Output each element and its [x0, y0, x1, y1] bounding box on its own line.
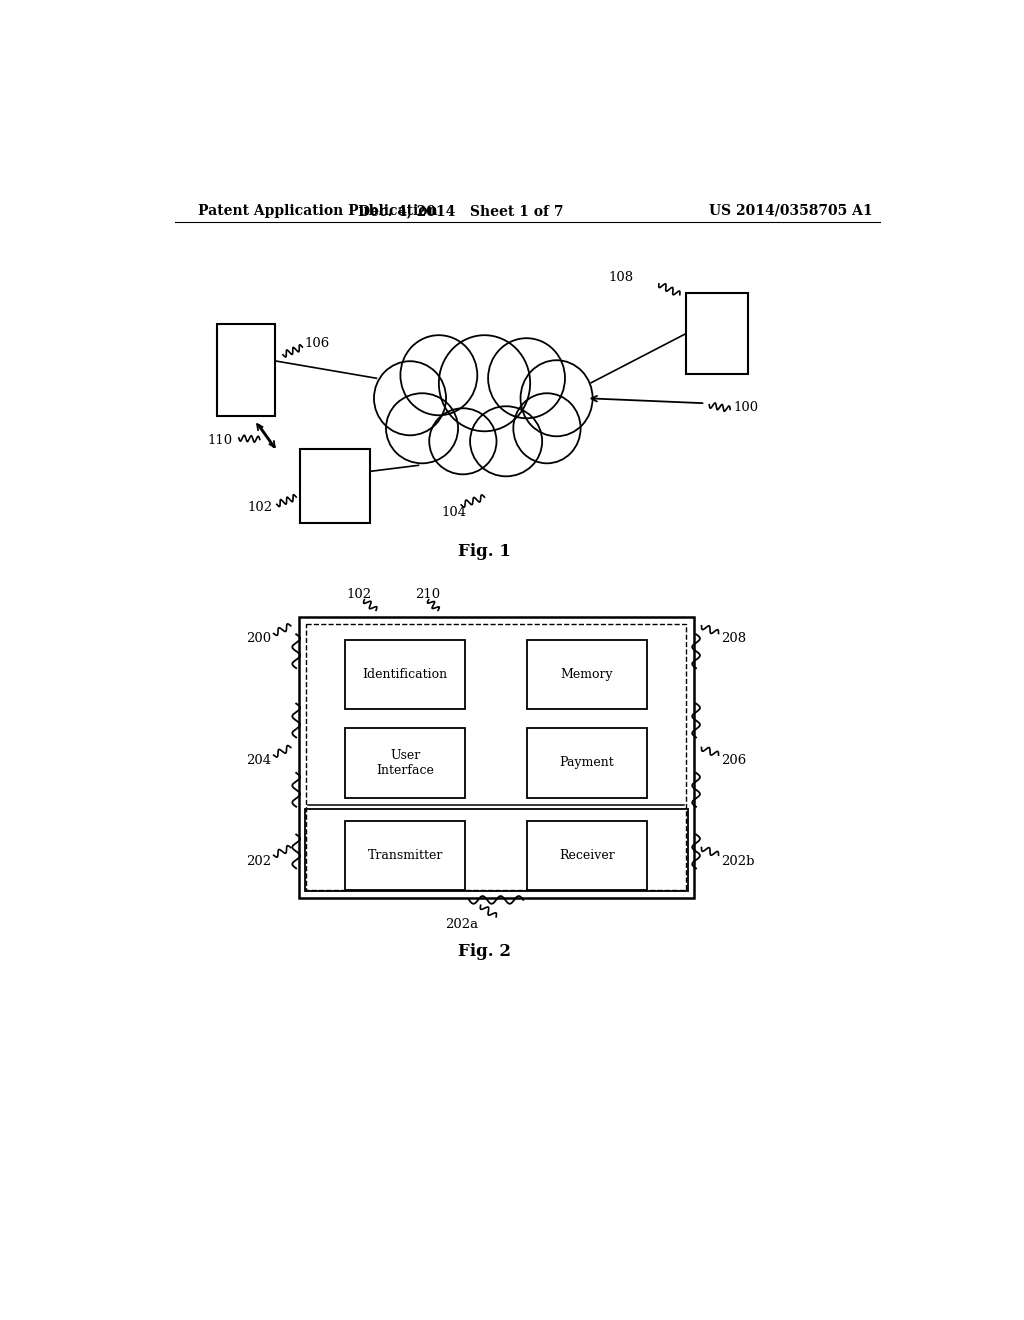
- Text: Memory: Memory: [561, 668, 613, 681]
- Ellipse shape: [386, 393, 458, 463]
- Ellipse shape: [374, 362, 446, 436]
- Text: 102: 102: [346, 589, 372, 602]
- Bar: [686, 293, 748, 374]
- Text: 102: 102: [248, 502, 272, 515]
- Ellipse shape: [439, 335, 530, 432]
- Text: 108: 108: [608, 271, 634, 284]
- Text: 200: 200: [246, 631, 271, 644]
- Bar: [305, 809, 687, 891]
- Text: Patent Application Publication: Patent Application Publication: [198, 203, 437, 218]
- Text: 202b: 202b: [721, 855, 755, 869]
- Bar: [306, 624, 686, 890]
- Text: Identification: Identification: [362, 668, 447, 681]
- Text: 204: 204: [246, 754, 271, 767]
- Bar: [217, 323, 275, 416]
- Bar: [300, 449, 370, 523]
- Text: 206: 206: [721, 754, 746, 767]
- Text: 104: 104: [442, 506, 467, 519]
- Text: 106: 106: [305, 338, 330, 351]
- Bar: [345, 640, 465, 709]
- Text: Transmitter: Transmitter: [368, 849, 443, 862]
- Text: 210: 210: [415, 589, 440, 602]
- Text: 202: 202: [246, 855, 271, 869]
- Text: 110: 110: [208, 434, 232, 446]
- Text: Fig. 1: Fig. 1: [458, 543, 511, 560]
- Bar: [345, 729, 465, 797]
- Ellipse shape: [513, 393, 581, 463]
- Bar: [527, 640, 647, 709]
- Text: Fig. 2: Fig. 2: [458, 942, 511, 960]
- Text: Payment: Payment: [560, 756, 614, 770]
- Bar: [299, 616, 693, 898]
- Ellipse shape: [520, 360, 593, 437]
- Ellipse shape: [488, 338, 565, 418]
- Ellipse shape: [429, 408, 497, 474]
- Bar: [527, 729, 647, 797]
- Text: User
Interface: User Interface: [376, 748, 434, 777]
- Bar: [527, 821, 647, 890]
- Ellipse shape: [400, 335, 477, 416]
- Text: 202a: 202a: [444, 917, 478, 931]
- Text: Receiver: Receiver: [559, 849, 614, 862]
- Text: Dec. 4, 2014   Sheet 1 of 7: Dec. 4, 2014 Sheet 1 of 7: [358, 203, 564, 218]
- Text: US 2014/0358705 A1: US 2014/0358705 A1: [710, 203, 872, 218]
- Bar: [345, 821, 465, 890]
- Text: 208: 208: [721, 631, 746, 644]
- Ellipse shape: [470, 407, 542, 477]
- Text: 100: 100: [733, 400, 759, 413]
